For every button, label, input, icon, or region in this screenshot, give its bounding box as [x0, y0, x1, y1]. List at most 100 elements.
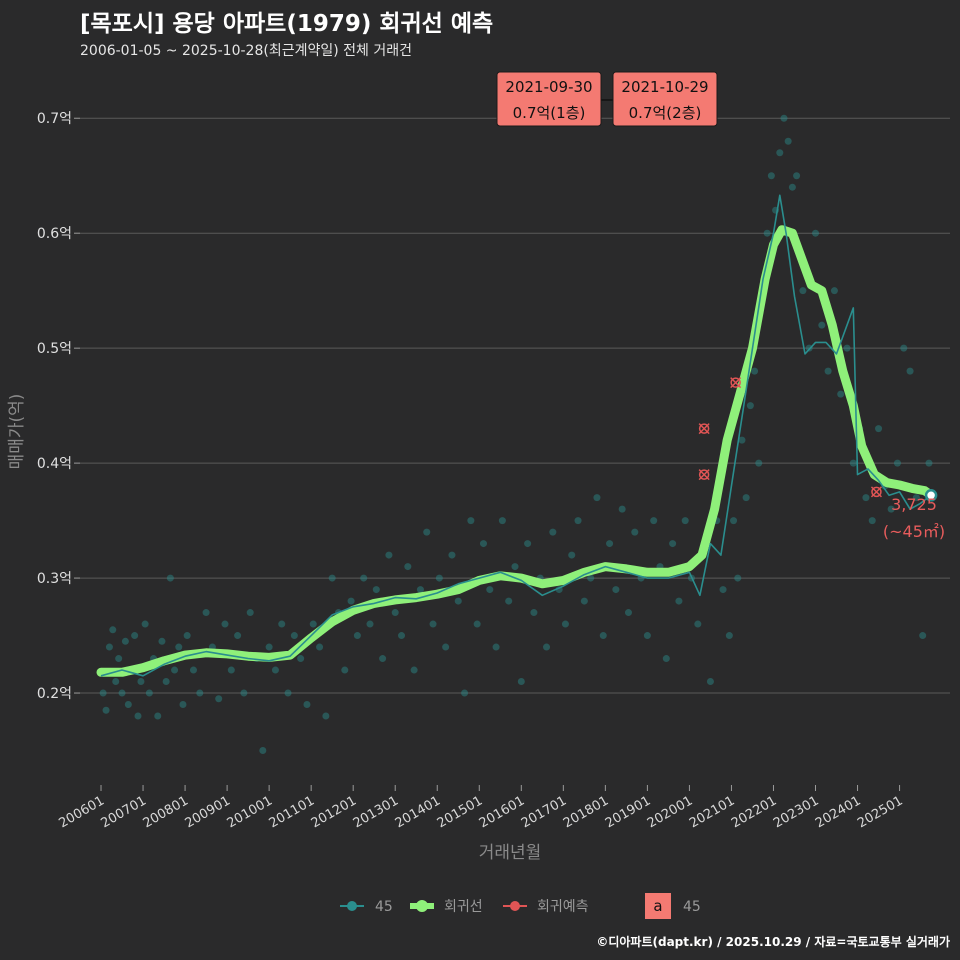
transaction-point	[166, 574, 174, 582]
transaction-point	[742, 494, 750, 502]
gridlines	[80, 117, 950, 694]
transaction-point	[568, 551, 576, 559]
transaction-point	[141, 620, 149, 628]
transaction-point	[154, 712, 162, 720]
transaction-point	[734, 574, 742, 582]
transaction-point	[843, 344, 851, 352]
transaction-point	[124, 701, 132, 709]
x-tick-label: 201601	[477, 793, 527, 831]
transaction-point	[158, 637, 166, 645]
series-lines	[96, 194, 936, 677]
y-tick-label: 0.7억	[37, 111, 72, 127]
transaction-point	[118, 689, 126, 697]
transaction-point	[830, 287, 838, 295]
transaction-point	[115, 655, 123, 663]
transaction-point	[404, 563, 412, 571]
prediction-cross	[698, 469, 710, 481]
x-tick-label: 200701	[99, 793, 149, 831]
transaction-point	[259, 747, 267, 755]
legend-label: 회귀선	[444, 899, 483, 915]
transaction-point	[793, 172, 801, 180]
transaction-point	[423, 528, 431, 536]
transaction-point	[919, 632, 927, 640]
transaction-point	[574, 517, 582, 525]
transaction-point	[868, 517, 876, 525]
transaction-point	[278, 620, 286, 628]
legend-key-dot	[347, 901, 357, 911]
transaction-point	[391, 609, 399, 617]
x-tick-label: 201701	[519, 793, 569, 831]
transaction-point	[849, 459, 857, 467]
transaction-point	[524, 540, 532, 548]
x-tick-label: 200901	[183, 793, 233, 831]
transaction-point	[751, 367, 759, 375]
prediction-marker	[871, 486, 882, 498]
annotation-value: 0.7억(2층)	[629, 104, 702, 122]
transaction-point	[99, 689, 107, 697]
transaction-point	[366, 620, 374, 628]
credit-footer: ©디아파트(dapt.kr) / 2025.10.29 / 자료=국토교통부 실…	[596, 935, 950, 949]
x-tick-label: 201101	[267, 793, 317, 831]
transaction-point	[442, 643, 450, 651]
transaction-point	[309, 620, 317, 628]
annotations: 3,725 (~45㎡) 2021-09-30 0.7억(1층) 2021-10-29 0…	[496, 71, 945, 541]
y-axis-label: 매매가(억)	[7, 394, 27, 470]
transaction-point	[549, 528, 557, 536]
transaction-point	[461, 689, 469, 697]
transaction-point	[730, 517, 738, 525]
transaction-point	[454, 597, 462, 605]
transaction-point	[511, 563, 519, 571]
transaction-point	[780, 114, 788, 122]
x-tick-label: 202301	[771, 793, 821, 831]
chart-title: [목포시] 용당 아파트(1979) 회귀선 예측	[80, 11, 494, 37]
x-tick-label: 201401	[393, 793, 443, 831]
prediction-cross	[698, 423, 710, 435]
x-tick-label: 201001	[225, 793, 275, 831]
transaction-point	[297, 655, 305, 663]
prediction-marker	[698, 423, 710, 434]
transaction-point	[505, 597, 513, 605]
y-tick-label: 0.5억	[37, 341, 72, 357]
prediction-marks	[698, 377, 882, 498]
transaction-point	[435, 574, 443, 582]
transaction-point	[183, 632, 191, 640]
transaction-point	[137, 678, 145, 686]
transaction-point	[429, 620, 437, 628]
chart-subtitle: 2006-01-05 ~ 2025-10-28(최근계약일) 전체 거래건	[80, 43, 412, 59]
transaction-point	[587, 574, 595, 582]
transaction-point	[109, 626, 117, 634]
x-tick-label: 202101	[687, 793, 737, 831]
transaction-point	[498, 517, 506, 525]
transaction-point	[385, 551, 393, 559]
transaction-point	[347, 597, 355, 605]
legend-label: 45	[683, 899, 701, 915]
x-tick-label: 202001	[645, 793, 695, 831]
transaction-point	[675, 597, 683, 605]
x-tick-label: 201801	[561, 793, 611, 831]
x-tick-label: 200601	[57, 793, 107, 831]
transaction-point	[121, 637, 129, 645]
last-price-label: 3,725	[891, 495, 937, 514]
transaction-point	[189, 666, 197, 674]
transaction-points	[99, 114, 933, 755]
transaction-point	[887, 505, 895, 513]
x-tick-label: 201501	[435, 793, 485, 831]
transaction-point	[694, 620, 702, 628]
transaction-point	[818, 321, 826, 329]
annotation-box	[496, 71, 602, 127]
transaction-point	[530, 609, 538, 617]
transaction-point	[669, 540, 677, 548]
transaction-point	[837, 390, 845, 398]
transaction-point	[179, 701, 187, 709]
transaction-point	[410, 666, 418, 674]
transaction-point	[755, 459, 763, 467]
x-tick-label: 201301	[351, 793, 401, 831]
transaction-point	[725, 632, 733, 640]
transaction-point	[171, 666, 179, 674]
x-tick-label: 201201	[309, 793, 359, 831]
transaction-point	[316, 643, 324, 651]
transaction-point	[618, 505, 626, 513]
transaction-point	[360, 574, 368, 582]
transaction-point	[893, 459, 901, 467]
